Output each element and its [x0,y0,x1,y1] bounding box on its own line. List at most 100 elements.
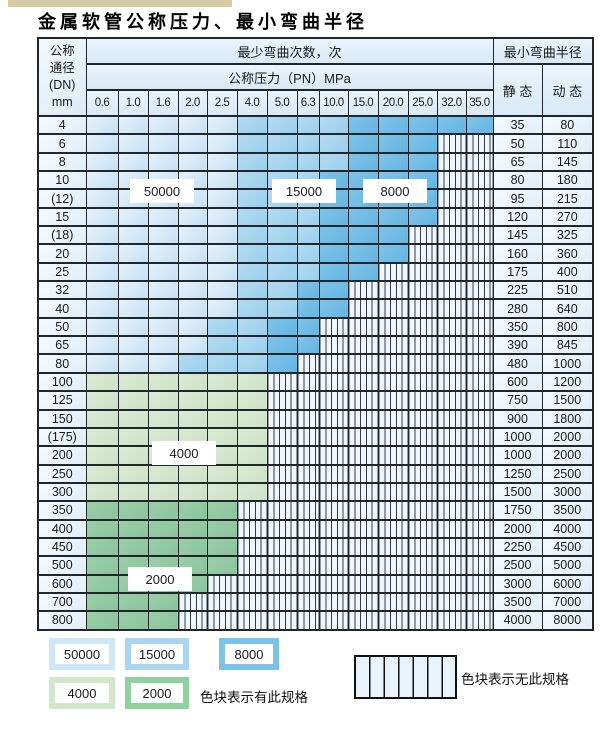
cycles-2000-cell [147,536,179,558]
cycles-4000-cell [236,426,268,448]
cycles-2000-cell [85,536,119,558]
static-radius-cell: 3500 [492,591,543,613]
no-spec-cell [407,518,438,539]
cycles-8000-cell [407,206,438,228]
dynamic-radius-cell: 325 [541,225,594,246]
cycles-50000-cell [117,151,149,173]
dynamic-radius-cell: 2000 [541,426,594,448]
cycles-15000-cell [296,243,320,264]
no-spec-cell [236,518,268,539]
cycles-4000-cell [236,445,268,466]
no-spec-cell [236,573,268,594]
cycles-50000-cell [85,114,119,136]
static-radius-cell: 35 [492,114,543,136]
cycles-15000-cell [266,114,298,136]
pressure-col-15.0: 15.0 [347,89,379,117]
no-spec-cell [436,353,467,374]
cycles-50000-cell [85,261,119,283]
no-spec-cell [465,408,494,429]
cycles-50000-cell [85,316,119,338]
no-spec-cell [436,151,467,173]
no-spec-cell [377,610,409,631]
no-spec-cell [236,536,268,558]
dynamic-radius-cell: 1200 [541,371,594,393]
spec-row-dn-32: 32 225 510 [37,280,594,301]
cycles-15000-cell [296,225,320,246]
no-spec-cell [407,591,438,613]
no-spec-cell [436,536,467,558]
cycles-15000-cell [236,114,268,136]
spec-row-dn-6: 6 50 110 [37,133,594,154]
no-spec-cell [407,390,438,411]
cycles-15000-cell [266,151,298,173]
pressure-col-25.0: 25.0 [407,89,438,117]
cycles-4000-cell [117,445,149,466]
no-spec-cell [465,445,494,466]
cycles-50000-cell [147,243,179,264]
pressure-col-35.0: 35.0 [465,89,494,117]
no-spec-cell [347,518,379,539]
no-spec-cell [377,335,409,356]
cycles-8000-cell [318,261,349,283]
static-column-header: 静 态 [492,63,543,117]
cycles-15000-cell [236,316,268,338]
cycles-4000-cell [236,408,268,429]
cycles-4000-cell [85,426,119,448]
dynamic-radius-cell: 180 [541,170,594,191]
dn-cell: 4 [37,114,87,136]
cycles-2000-cell [85,573,119,594]
no-spec-cell [465,243,494,264]
cycles-50000-cell [117,261,149,283]
spec-row-dn-(18): (18) 145 325 [37,225,594,246]
no-spec-cell [318,316,349,338]
spec-row-dn-250: 250 1250 2500 [37,463,594,484]
cycles-8000-cell [347,206,379,228]
no-spec-cell [436,481,467,503]
no-spec-cell [465,463,494,484]
pressure-col-2.0: 2.0 [177,89,208,117]
cycles-2000-cell [206,555,238,576]
cycles-4000-cell [206,390,238,411]
cycles-50000-cell [117,225,149,246]
dn-cell: 400 [37,518,87,539]
no-spec-cell [465,280,494,301]
cycles-8000-cell [347,243,379,264]
no-spec-cell [177,591,208,613]
cycles-15000-cell [236,280,268,301]
pressure-col-5.0: 5.0 [266,89,298,117]
no-spec-cell [407,280,438,301]
no-spec-cell [318,573,349,594]
no-spec-cell [318,353,349,374]
spec-row-dn-600: 600 3000 6000 [37,573,594,594]
dynamic-radius-cell: 1500 [541,390,594,411]
no-spec-cell [266,500,298,521]
static-radius-cell: 390 [492,335,543,356]
no-spec-cell [318,408,349,429]
spec-row-dn-20: 20 160 360 [37,243,594,264]
dynamic-radius-cell: 145 [541,151,594,173]
no-spec-cell [407,371,438,393]
cycles-8000-cell [377,206,409,228]
static-radius-cell: 225 [492,280,543,301]
no-spec-cell [407,298,438,319]
no-spec-cell [296,518,320,539]
pressure-col-4.0: 4.0 [236,89,268,117]
cycles-50000-cell [206,206,238,228]
cycles-50000-cell [85,151,119,173]
cycles-8000-cell [377,225,409,246]
no-spec-cell [436,573,467,594]
cycles-2000-cell [117,518,149,539]
spec-row-dn-350: 350 1750 3500 [37,500,594,521]
no-spec-cell [407,445,438,466]
static-radius-cell: 175 [492,261,543,283]
no-spec-cell [266,591,298,613]
cycles-15000-cell [266,298,298,319]
cycles-4000-cell [177,390,208,411]
no-spec-cell [236,500,268,521]
cycles-15000-cell [236,170,268,191]
cycles-8000-cell [318,298,349,319]
no-spec-cell [465,170,494,191]
legend-swatch-8000: 8000 [219,638,279,670]
no-spec-cell [377,426,409,448]
static-radius-cell: 350 [492,316,543,338]
